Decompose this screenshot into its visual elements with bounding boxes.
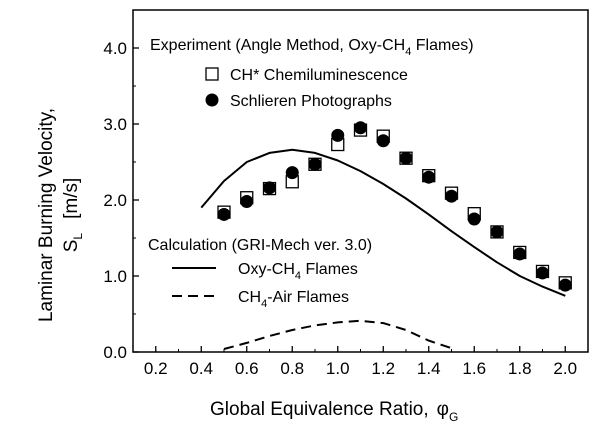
y-axis-title: Laminar Burning Velocity, SL[m/s] bbox=[36, 108, 85, 322]
data-point-circle bbox=[240, 195, 254, 209]
x-tick-label: 0.6 bbox=[235, 359, 259, 378]
data-point-circle bbox=[490, 225, 504, 239]
series-ch4-air-line bbox=[223, 319, 452, 350]
legend-item-ch4-air: CH4-Air Flames bbox=[238, 289, 349, 310]
legend-calculation: Calculation (GRI-Mech ver. 3.0) Oxy-CH4 … bbox=[148, 237, 372, 310]
data-point-circle bbox=[467, 212, 481, 226]
y-tick-label: 3.0 bbox=[103, 115, 127, 134]
legend-item-schlieren: Schlieren Photographs bbox=[230, 93, 392, 110]
x-tick-label: 0.2 bbox=[144, 359, 168, 378]
marks-layer bbox=[200, 121, 572, 350]
data-point-circle bbox=[558, 278, 572, 292]
x-tick-label: 1.8 bbox=[508, 359, 532, 378]
data-point-circle bbox=[263, 181, 276, 195]
data-point-circle bbox=[285, 166, 299, 180]
data-point-circle bbox=[445, 189, 458, 203]
y-tick-label: 2.0 bbox=[103, 191, 127, 210]
data-point-circle bbox=[399, 151, 413, 165]
data-point-circle bbox=[217, 207, 231, 221]
y-tick-label: 1.0 bbox=[103, 267, 127, 286]
x-axis-title: Global Equivalence Ratio, φG bbox=[210, 399, 458, 424]
x-tick-label: 1.0 bbox=[326, 359, 350, 378]
series-oxy-ch4-line bbox=[200, 148, 566, 297]
legend-item-oxy-ch4: Oxy-CH4 Flames bbox=[238, 261, 358, 282]
y-axis-title-line1: Laminar Burning Velocity, bbox=[36, 108, 57, 322]
legend-square-marker bbox=[205, 67, 219, 81]
data-point-circle bbox=[354, 121, 367, 135]
data-point-circle bbox=[536, 266, 549, 280]
legend-experiment-heading: Experiment (Angle Method, Oxy-CH4 Flames… bbox=[150, 37, 474, 58]
legend-circle-marker bbox=[205, 93, 219, 107]
data-point-circle bbox=[331, 128, 345, 142]
legend-item-ch-chemiluminescence: CH* Chemiluminescence bbox=[230, 67, 408, 84]
plot-frame bbox=[132, 9, 589, 353]
x-tick-label: 0.4 bbox=[189, 359, 213, 378]
ticks-layer: 0.2 0.4 0.6 0.8 1.0 1.2 1.4 1.6 1.8 2.0 0.0 1.0 2.0 3… bbox=[103, 39, 589, 378]
data-point-circle bbox=[308, 157, 322, 171]
x-tick-label: 1.4 bbox=[417, 359, 441, 378]
legend-calculation-heading: Calculation (GRI-Mech ver. 3.0) bbox=[148, 237, 372, 254]
legend-experiment: Experiment (Angle Method, Oxy-CH4 Flames… bbox=[150, 37, 474, 110]
data-point-circle bbox=[376, 134, 390, 148]
data-point-circle bbox=[513, 247, 527, 261]
x-tick-label: 0.8 bbox=[280, 359, 304, 378]
y-tick-label: 4.0 bbox=[103, 39, 127, 58]
x-tick-label: 1.6 bbox=[462, 359, 486, 378]
x-tick-label: 1.2 bbox=[371, 359, 395, 378]
y-axis-title-line2: SL[m/s] bbox=[61, 178, 85, 253]
data-point-circle bbox=[422, 170, 436, 184]
y-tick-label: 0.0 bbox=[103, 343, 127, 362]
x-tick-label: 2.0 bbox=[553, 359, 577, 378]
